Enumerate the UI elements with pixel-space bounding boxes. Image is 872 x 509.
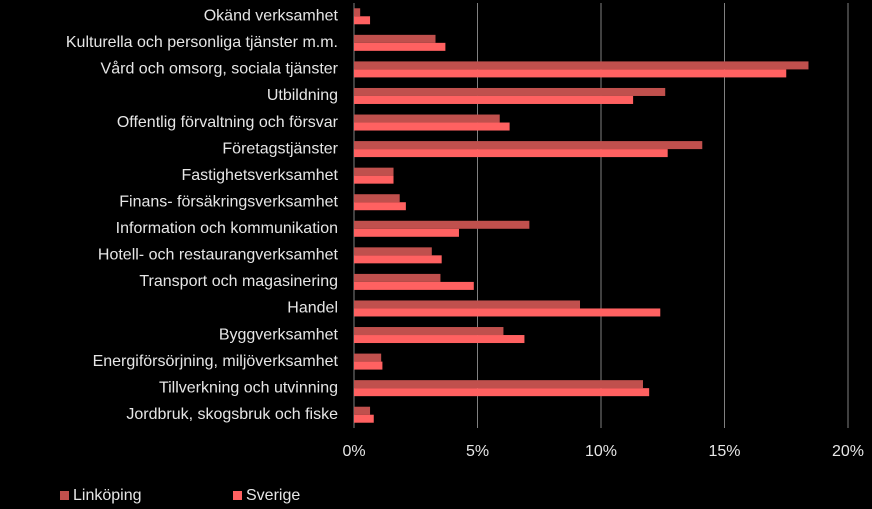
- y-tick-label: Offentlig förvaltning och försvar: [117, 114, 339, 131]
- legend-swatch: [233, 491, 242, 500]
- bar: [354, 61, 809, 70]
- y-tick-label: Transport och magasinering: [139, 273, 338, 290]
- x-tick-label: 10%: [585, 443, 617, 460]
- bar: [354, 388, 650, 397]
- y-tick-label: Tillverkning och utvinning: [159, 379, 338, 396]
- bar: [354, 220, 530, 229]
- bar: [354, 114, 500, 123]
- bar: [354, 335, 525, 344]
- bar: [354, 327, 504, 336]
- legend-label: Linköping: [73, 487, 142, 504]
- bar: [354, 281, 474, 290]
- y-tick-label: Utbildning: [267, 87, 338, 104]
- x-tick-label: 5%: [466, 443, 489, 460]
- bar: [354, 361, 383, 370]
- legend-swatch: [60, 491, 69, 500]
- y-tick-label: Hotell- och restaurangverksamhet: [98, 247, 339, 264]
- bar: [354, 8, 361, 17]
- y-tick-label: Information och kommunikation: [116, 220, 338, 237]
- y-tick-label: Byggverksamhet: [219, 326, 339, 343]
- bar: [354, 42, 446, 51]
- y-tick-label: Vård och omsorg, sociala tjänster: [101, 60, 339, 78]
- x-tick-label: 0%: [342, 443, 365, 460]
- bar: [354, 149, 668, 158]
- y-tick-label: Finans- försäkringsverksamhet: [119, 193, 338, 210]
- bar: [354, 308, 661, 317]
- bar: [354, 300, 581, 309]
- bar: [354, 228, 459, 237]
- y-tick-label: Kulturella och personliga tjänster m.m.: [66, 34, 338, 51]
- y-tick-label: Jordbruk, skogsbruk och fiske: [126, 406, 338, 423]
- bar: [354, 194, 400, 203]
- bar: [354, 167, 394, 176]
- x-tick-label: 20%: [832, 443, 864, 460]
- bar: [354, 202, 406, 211]
- y-tick-label: Energiförsörjning, miljöverksamhet: [93, 353, 339, 370]
- y-tick-label: Handel: [287, 300, 338, 317]
- bar: [354, 255, 442, 264]
- bar: [354, 95, 634, 104]
- y-tick-label: Fastighetsverksamhet: [181, 167, 338, 184]
- bar: [354, 247, 432, 256]
- bar: [354, 175, 394, 184]
- bar: [354, 353, 382, 362]
- bar: [354, 141, 703, 150]
- bar: [354, 273, 441, 282]
- y-tick-label: Okänd verksamhet: [204, 8, 339, 25]
- bar: [354, 414, 374, 423]
- bar: [354, 406, 371, 415]
- bar: [354, 34, 436, 43]
- legend-label: Sverige: [246, 487, 300, 504]
- x-tick-label: 15%: [708, 443, 740, 460]
- bar: [354, 69, 787, 78]
- bar: [354, 16, 371, 25]
- y-tick-label: Företagstjänster: [222, 140, 338, 157]
- bar: [354, 87, 666, 96]
- bar: [354, 380, 643, 389]
- bar: [354, 122, 510, 131]
